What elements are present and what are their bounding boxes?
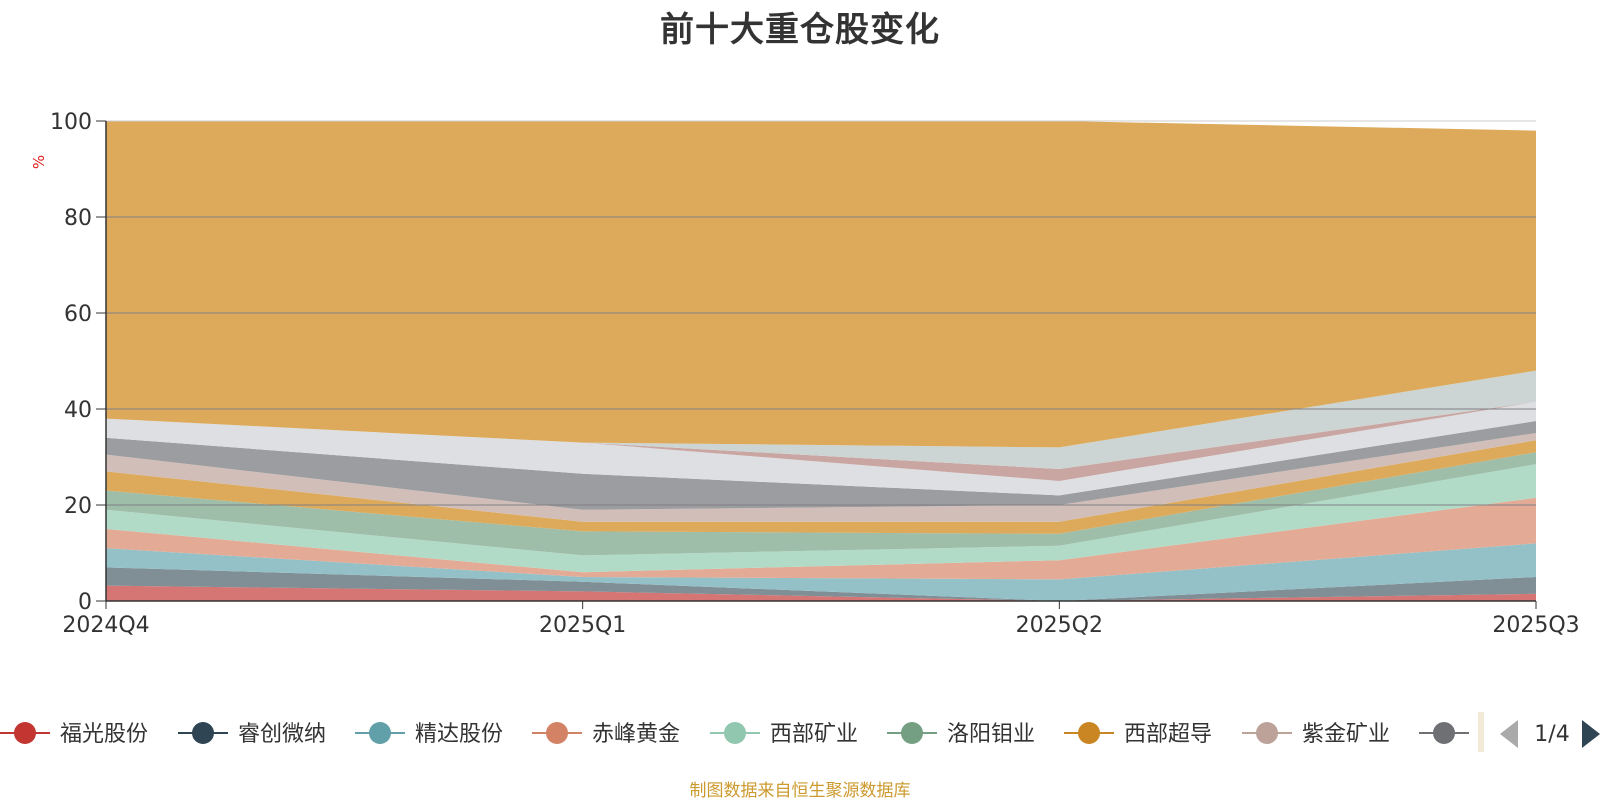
legend-marker <box>1256 722 1278 744</box>
area-band-8 <box>106 433 1536 522</box>
legend-item-1[interactable]: 福光股份 <box>0 722 148 747</box>
x-tick-label-2025Q1: 2025Q1 <box>539 613 626 638</box>
area-band-7 <box>106 440 1536 534</box>
y-tick-label-0: 0 <box>78 590 92 615</box>
legend-marker <box>1078 722 1100 744</box>
legend-item-2[interactable]: 睿创微纳 <box>178 722 326 747</box>
legend-next-icon[interactable] <box>1582 720 1600 748</box>
area-bands <box>106 121 1536 601</box>
legend-label: 西部超导 <box>1124 722 1212 747</box>
legend-page-indicator: 1/4 <box>1534 722 1569 747</box>
y-tick-label-40: 40 <box>64 398 92 423</box>
legend-marker <box>14 722 36 744</box>
area-band-1 <box>106 585 1536 601</box>
legend-item-9[interactable] <box>1419 722 1469 744</box>
legend-marker <box>1433 722 1455 744</box>
legend-item-4[interactable]: 赤峰黄金 <box>532 722 680 747</box>
legend-label: 福光股份 <box>60 722 148 747</box>
area-band-12 <box>106 370 1536 469</box>
legend-marker <box>192 722 214 744</box>
grid-lines <box>106 120 1536 506</box>
x-tick-label-2025Q2: 2025Q2 <box>1016 613 1103 638</box>
legend-label: 洛阳钼业 <box>947 722 1035 747</box>
legend-overflow-stub <box>1478 712 1484 752</box>
y-tick-label-100: 100 <box>50 110 92 135</box>
area-band-4 <box>106 497 1536 580</box>
legend-label: 精达股份 <box>415 722 503 747</box>
axes: 0 20 40 60 80 100% 2024Q4 2025Q1 2025Q2 2025Q3 <box>30 110 1580 638</box>
legend-prev-icon[interactable] <box>1500 720 1518 748</box>
x-tick-label-2025Q3: 2025Q3 <box>1492 613 1579 638</box>
y-tick-label-60: 60 <box>64 302 92 327</box>
area-band-13 <box>106 121 1536 448</box>
legend-marker <box>724 722 746 744</box>
legend-item-8[interactable]: 紫金矿业 <box>1242 722 1390 747</box>
area-band-3 <box>106 543 1536 601</box>
legend: 福光股份 睿创微纳 精达股份 赤峰黄金 西部矿业 洛阳钼业 西部超导 紫金矿业 1/4 <box>0 712 1600 752</box>
area-band-10 <box>106 401 1536 496</box>
legend-item-7[interactable]: 西部超导 <box>1064 722 1212 747</box>
legend-label: 睿创微纳 <box>238 722 326 747</box>
legend-item-3[interactable]: 精达股份 <box>355 722 503 747</box>
y-tick-label-80: 80 <box>64 206 92 231</box>
legend-marker <box>901 722 923 744</box>
legend-label: 赤峰黄金 <box>592 722 680 747</box>
legend-label: 紫金矿业 <box>1302 722 1390 747</box>
area-band-9 <box>106 421 1536 510</box>
area-band-2 <box>106 567 1536 601</box>
chart-title: 前十大重仓股变化 <box>660 10 940 50</box>
legend-label: 西部矿业 <box>770 722 858 747</box>
x-tick-label-2024Q4: 2024Q4 <box>62 613 149 638</box>
y-tick-label-20: 20 <box>64 494 92 519</box>
area-band-5 <box>106 464 1536 573</box>
y-axis-label: % <box>30 155 48 169</box>
legend-marker <box>369 722 391 744</box>
legend-marker <box>546 722 568 744</box>
area-band-6 <box>106 452 1536 556</box>
legend-item-6[interactable]: 洛阳钼业 <box>887 722 1035 747</box>
legend-item-5[interactable]: 西部矿业 <box>710 722 858 747</box>
source-note: 制图数据来自恒生聚源数据库 <box>689 781 911 801</box>
